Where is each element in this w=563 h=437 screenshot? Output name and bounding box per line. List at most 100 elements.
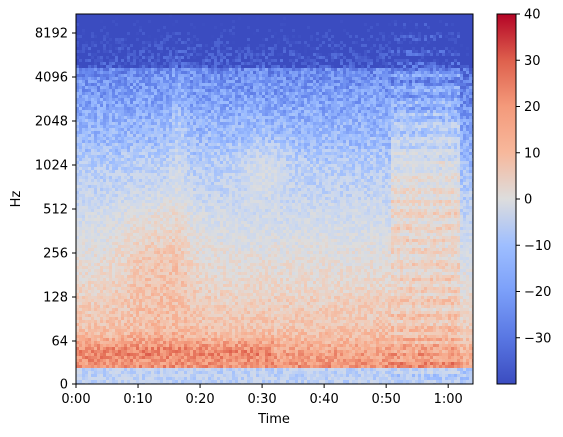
heatmap-cell (133, 35, 137, 39)
heatmap-cell (106, 284, 110, 288)
heatmap-cell (85, 347, 89, 351)
heatmap-cell (130, 242, 134, 246)
heatmap-cell (160, 95, 164, 99)
heatmap-cell (124, 353, 128, 357)
heatmap-cell (106, 197, 110, 201)
heatmap-cell (136, 146, 140, 150)
heatmap-cell (124, 131, 128, 135)
heatmap-cell (100, 155, 104, 159)
heatmap-cell (121, 137, 125, 141)
heatmap-cell (94, 212, 98, 216)
heatmap-cell (118, 194, 122, 198)
heatmap-cell (85, 80, 89, 84)
heatmap-cell (157, 320, 161, 324)
heatmap-cell (124, 365, 128, 369)
heatmap-cell (172, 140, 176, 144)
heatmap-cell (130, 140, 134, 144)
heatmap-cell (160, 254, 164, 258)
heatmap-cell (118, 200, 122, 204)
heatmap-cell (94, 140, 98, 144)
heatmap-cell (142, 257, 146, 261)
heatmap-cell (115, 305, 119, 309)
heatmap-cell (88, 245, 92, 249)
heatmap-cell (88, 209, 92, 213)
heatmap-cell (160, 215, 164, 219)
heatmap-cell (100, 122, 104, 126)
heatmap-cell (163, 242, 167, 246)
heatmap-cell (85, 299, 89, 303)
heatmap-cell (100, 56, 104, 60)
heatmap-cell (136, 17, 140, 21)
heatmap-cell (118, 308, 122, 312)
heatmap-cell (76, 29, 80, 33)
heatmap-cell (79, 374, 83, 378)
heatmap-cell (124, 296, 128, 300)
heatmap-cell (85, 176, 89, 180)
heatmap-cell (175, 20, 179, 24)
heatmap-cell (151, 14, 155, 18)
heatmap-cell (109, 242, 113, 246)
heatmap-cell (103, 170, 107, 174)
heatmap-cell (175, 113, 179, 117)
heatmap-cell (112, 227, 116, 231)
heatmap-cell (91, 32, 95, 36)
heatmap-cell (130, 188, 134, 192)
heatmap-cell (163, 305, 167, 309)
heatmap-cell (133, 173, 137, 177)
heatmap-cell (91, 176, 95, 180)
heatmap-cell (85, 218, 89, 222)
heatmap-cell (115, 281, 119, 285)
heatmap-cell (118, 236, 122, 240)
heatmap-cell (139, 134, 143, 138)
heatmap-cell (139, 83, 143, 87)
heatmap-cell (142, 290, 146, 294)
heatmap-cell (148, 290, 152, 294)
heatmap-cell (154, 164, 158, 168)
heatmap-cell (151, 170, 155, 174)
heatmap-cell (82, 227, 86, 231)
heatmap-cell (148, 62, 152, 66)
heatmap-cell (175, 26, 179, 30)
heatmap-cell (94, 263, 98, 267)
heatmap-cell (124, 284, 128, 288)
heatmap-cell (79, 221, 83, 225)
heatmap-cell (142, 272, 146, 276)
heatmap-cell (103, 29, 107, 33)
heatmap-cell (79, 236, 83, 240)
heatmap-cell (136, 56, 140, 60)
heatmap-cell (85, 239, 89, 243)
heatmap-cell (121, 68, 125, 72)
heatmap-cell (130, 314, 134, 318)
heatmap-cell (151, 152, 155, 156)
heatmap-cell (121, 290, 125, 294)
heatmap-cell (160, 245, 164, 249)
heatmap-cell (82, 350, 86, 354)
heatmap-cell (109, 188, 113, 192)
heatmap-cell (172, 287, 176, 291)
heatmap-cell (160, 182, 164, 186)
heatmap-cell (82, 107, 86, 111)
heatmap-cell (88, 173, 92, 177)
heatmap-cell (127, 284, 131, 288)
heatmap-cell (160, 350, 164, 354)
heatmap-cell (127, 350, 131, 354)
heatmap-cell (112, 134, 116, 138)
heatmap-cell (163, 47, 167, 51)
heatmap-cell (169, 65, 173, 69)
heatmap-cell (103, 80, 107, 84)
heatmap-cell (88, 263, 92, 267)
heatmap-cell (148, 254, 152, 258)
heatmap-cell (133, 26, 137, 30)
heatmap-cell (172, 152, 176, 156)
heatmap-cell (109, 110, 113, 114)
heatmap-cell (172, 50, 176, 54)
heatmap-cell (145, 287, 149, 291)
heatmap-cell (139, 278, 143, 282)
heatmap-cell (130, 158, 134, 162)
heatmap-cell (127, 296, 131, 300)
heatmap-cell (166, 236, 170, 240)
heatmap-cell (112, 275, 116, 279)
heatmap-cell (157, 128, 161, 132)
heatmap-cell (100, 293, 104, 297)
heatmap-cell (139, 299, 143, 303)
